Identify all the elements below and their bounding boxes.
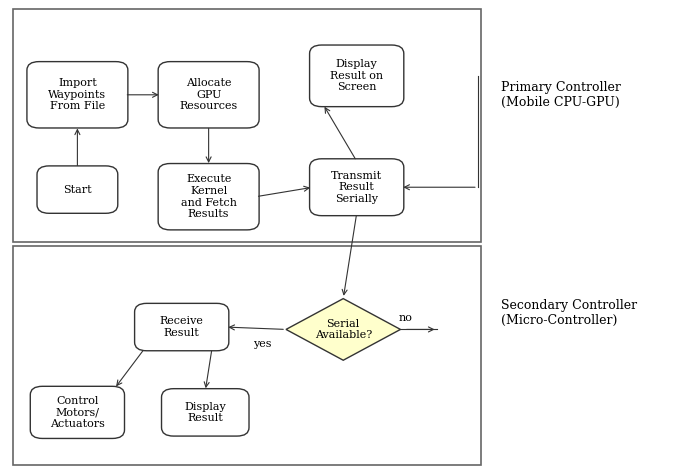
Text: no: no bbox=[399, 312, 413, 323]
FancyBboxPatch shape bbox=[37, 166, 118, 213]
FancyBboxPatch shape bbox=[27, 62, 128, 128]
Text: Serial
Available?: Serial Available? bbox=[314, 319, 372, 340]
Text: Allocate
GPU
Resources: Allocate GPU Resources bbox=[180, 78, 238, 111]
FancyBboxPatch shape bbox=[162, 389, 249, 436]
Text: Display
Result: Display Result bbox=[184, 401, 226, 423]
FancyBboxPatch shape bbox=[310, 45, 404, 107]
Text: yes: yes bbox=[253, 338, 272, 349]
Text: Transmit
Result
Serially: Transmit Result Serially bbox=[331, 171, 382, 204]
Text: Display
Result on
Screen: Display Result on Screen bbox=[330, 59, 383, 92]
Bar bbox=[13, 9, 481, 242]
FancyBboxPatch shape bbox=[158, 164, 259, 230]
FancyBboxPatch shape bbox=[30, 386, 125, 438]
Text: Secondary Controller
(Micro-Controller): Secondary Controller (Micro-Controller) bbox=[501, 299, 637, 327]
Text: Primary Controller
(Mobile CPU-GPU): Primary Controller (Mobile CPU-GPU) bbox=[501, 81, 621, 109]
Text: Import
Waypoints
From File: Import Waypoints From File bbox=[48, 78, 106, 111]
Text: Execute
Kernel
and Fetch
Results: Execute Kernel and Fetch Results bbox=[180, 174, 237, 219]
Polygon shape bbox=[286, 299, 400, 360]
Text: Receive
Result: Receive Result bbox=[160, 316, 204, 338]
Text: Start: Start bbox=[63, 184, 92, 195]
FancyBboxPatch shape bbox=[310, 159, 404, 216]
Text: Control
Motors/
Actuators: Control Motors/ Actuators bbox=[50, 396, 105, 429]
FancyBboxPatch shape bbox=[135, 303, 229, 351]
FancyBboxPatch shape bbox=[158, 62, 259, 128]
Bar bbox=[13, 246, 481, 465]
